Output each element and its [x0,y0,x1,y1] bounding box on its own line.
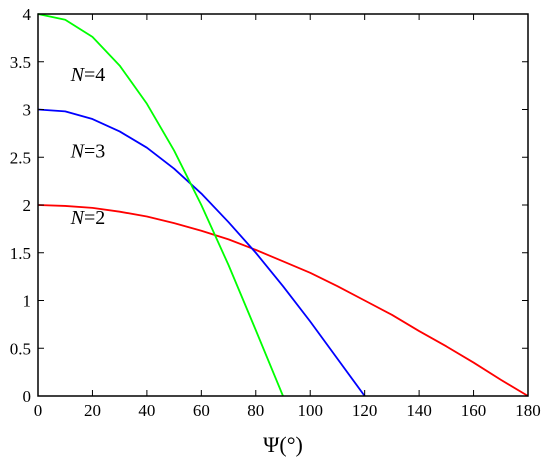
series-line-3 [37,13,284,397]
y-tick-label: 4 [23,5,32,24]
y-tick-label: 2.5 [10,148,31,167]
y-tick-label: 1 [23,292,32,311]
y-tick-label: 0 [23,387,32,406]
curve-label-2: N=3 [70,140,106,162]
x-tick-label: 140 [406,401,432,420]
curve-label-prefix: N [70,207,86,229]
x-axis-label: Ψ(°) [263,432,303,457]
curve-label-suffix: =3 [84,140,105,162]
y-tick-label: 0.5 [10,339,31,358]
curve-label-3: N=2 [70,207,106,229]
x-tick-label: 20 [84,401,101,420]
y-tick-label: 3.5 [10,53,31,72]
plot-frame [37,13,529,397]
x-tick-label: 0 [34,401,43,420]
curve-label-suffix: =2 [84,207,105,229]
curve-label-prefix: N [70,64,86,86]
series-line-2 [37,108,366,397]
series-layer [37,13,529,397]
x-tick-label: 180 [515,401,541,420]
curve-label-prefix: N [70,140,86,162]
ticks-layer: 0 20 40 60 80 100 120 140 160 180 0 0.5 1 1.5 2 2.5 3 3.5… [10,5,541,420]
series-line-1 [37,204,529,397]
x-tick-label: 100 [297,401,323,420]
curve-label-1: N=4 [70,64,106,86]
curve-label-suffix: =4 [84,64,105,86]
x-tick-label: 120 [352,401,378,420]
y-tick-label: 3 [23,101,32,120]
y-tick-label: 1.5 [10,244,31,263]
x-tick-label: 160 [461,401,487,420]
labels-layer: N=4N=3N=2 [70,64,106,229]
x-tick-label: 60 [193,401,210,420]
x-tick-label: 40 [138,401,155,420]
x-tick-label: 80 [247,401,264,420]
y-tick-label: 2 [23,196,32,215]
